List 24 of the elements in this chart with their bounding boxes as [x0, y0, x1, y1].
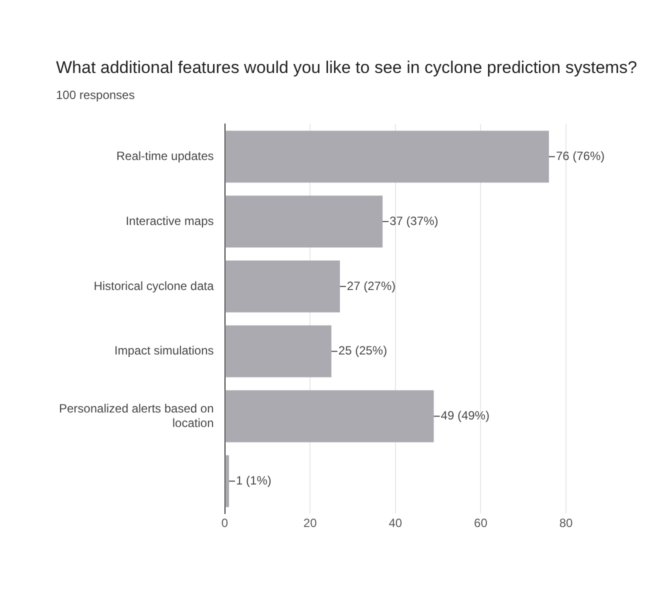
text: 100 responses	[56, 88, 136, 102]
data-label: 1 (1%)	[236, 473, 272, 488]
x-tick-label: 0	[221, 516, 228, 530]
data-label: 37 (37%)	[390, 214, 438, 228]
y-tick-label: Impact simulations	[114, 344, 214, 358]
data-label: 25 (25%)	[338, 344, 388, 358]
y-tick-label: Interactive maps	[126, 214, 214, 228]
y-tick-label: Historical cyclone data	[94, 278, 214, 293]
bar	[225, 260, 340, 312]
bar	[225, 130, 549, 183]
bar	[225, 325, 332, 378]
bar	[225, 455, 230, 508]
bar	[225, 196, 383, 248]
x-tick-label: 80	[559, 516, 573, 530]
bar	[225, 390, 434, 442]
data-label: 76 (76%)	[556, 148, 605, 163]
data-label: 49 (49%)	[440, 408, 490, 423]
x-tick-label: 20	[303, 516, 318, 530]
x-tick-label: 60	[474, 516, 488, 530]
data-label: 27 (27%)	[346, 278, 396, 293]
chart-title: What additional features would you like to see in cyclone prediction systems?	[56, 58, 638, 78]
y-tick-label: Personalized alerts based on location	[59, 401, 214, 430]
x-tick-label: 40	[388, 516, 402, 530]
y-tick-label: Real-time updates	[116, 148, 214, 163]
